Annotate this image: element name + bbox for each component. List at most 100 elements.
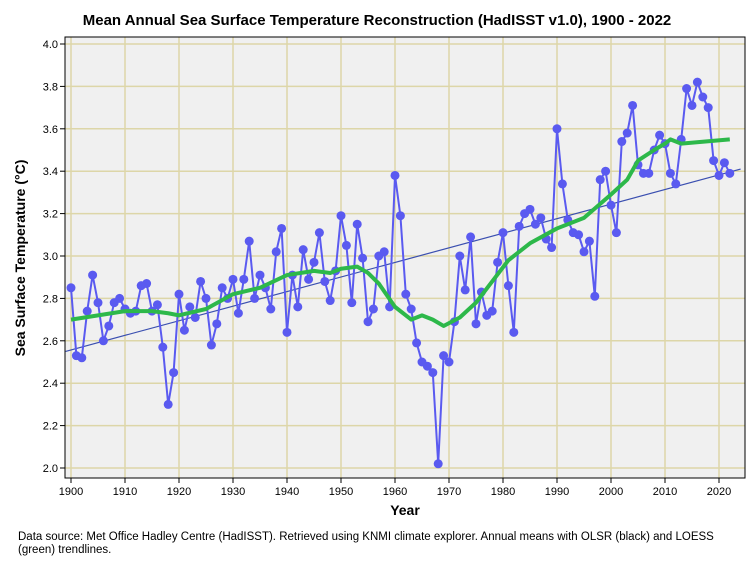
data-point xyxy=(304,274,314,284)
data-point xyxy=(514,221,524,231)
data-point xyxy=(174,289,184,299)
data-point xyxy=(158,342,168,352)
data-point xyxy=(66,283,76,293)
data-point xyxy=(439,351,449,361)
x-tick-label: 2020 xyxy=(707,486,731,498)
data-point xyxy=(595,175,605,185)
data-point xyxy=(190,312,200,322)
data-point xyxy=(466,232,476,242)
data-point xyxy=(277,223,287,233)
data-point xyxy=(298,245,308,255)
y-tick-label: 4.0 xyxy=(43,39,58,51)
data-point xyxy=(363,317,373,327)
x-axis-label: Year xyxy=(390,502,420,518)
data-point xyxy=(606,200,616,210)
data-point xyxy=(552,124,562,134)
data-point xyxy=(314,228,324,238)
data-point xyxy=(104,321,114,331)
data-point xyxy=(455,251,465,261)
data-point xyxy=(282,327,292,337)
data-point xyxy=(163,399,173,409)
data-point xyxy=(574,230,584,240)
data-point xyxy=(352,219,362,229)
y-tick-label: 3.2 xyxy=(43,209,58,221)
y-tick-label: 3.0 xyxy=(43,251,58,263)
data-point xyxy=(536,213,546,223)
data-point xyxy=(379,247,389,257)
data-point xyxy=(471,319,481,329)
data-point xyxy=(665,168,675,178)
data-point xyxy=(82,306,92,316)
x-tick-label: 1980 xyxy=(491,486,515,498)
data-point xyxy=(671,179,681,189)
data-point xyxy=(547,243,557,253)
data-point xyxy=(401,289,411,299)
data-point xyxy=(395,211,405,221)
data-point xyxy=(422,361,432,371)
y-tick-label: 2.6 xyxy=(43,336,58,348)
data-point xyxy=(714,170,724,180)
data-point xyxy=(525,204,535,214)
data-point xyxy=(460,285,470,295)
data-point xyxy=(325,296,335,306)
x-tick-label: 1990 xyxy=(545,486,569,498)
data-point xyxy=(530,219,540,229)
data-point xyxy=(487,306,497,316)
x-tick-label: 1930 xyxy=(221,486,245,498)
data-point xyxy=(93,298,103,308)
data-point xyxy=(655,130,665,140)
data-point xyxy=(336,211,346,221)
data-point xyxy=(644,168,654,178)
data-point xyxy=(611,228,621,238)
data-point xyxy=(217,283,227,293)
data-point xyxy=(687,100,697,110)
y-tick-label: 2.0 xyxy=(43,463,58,475)
x-tick-label: 2010 xyxy=(653,486,677,498)
data-point xyxy=(212,319,222,329)
data-point xyxy=(185,302,195,312)
data-point xyxy=(368,304,378,314)
data-point xyxy=(309,257,319,267)
data-point xyxy=(498,228,508,238)
data-point xyxy=(698,92,708,102)
x-tick-label: 1920 xyxy=(167,486,191,498)
data-point xyxy=(250,293,260,303)
data-point xyxy=(233,308,243,318)
data-point xyxy=(293,302,303,312)
plot-frame xyxy=(64,36,746,479)
y-tick-label: 2.8 xyxy=(43,293,58,305)
data-point xyxy=(228,274,238,284)
data-point xyxy=(622,128,632,138)
data-point xyxy=(433,459,443,469)
x-tick-label: 1910 xyxy=(113,486,137,498)
data-point xyxy=(98,336,108,346)
data-point xyxy=(77,353,87,363)
data-point xyxy=(152,300,162,310)
data-point xyxy=(601,166,611,176)
data-point xyxy=(428,368,438,378)
data-point xyxy=(201,293,211,303)
y-tick-label: 2.4 xyxy=(43,378,58,390)
plot-area xyxy=(65,37,745,478)
x-tick-label: 1950 xyxy=(329,486,353,498)
y-tick-label: 3.6 xyxy=(43,124,58,136)
data-point xyxy=(358,253,368,263)
data-point xyxy=(142,279,152,289)
loess-trendline xyxy=(70,137,730,328)
y-tick-label: 3.4 xyxy=(43,166,58,178)
data-point xyxy=(628,100,638,110)
data-point xyxy=(239,274,249,284)
data-point xyxy=(692,77,702,87)
data-point xyxy=(617,137,627,147)
data-point xyxy=(179,325,189,335)
data-point xyxy=(682,84,692,94)
chart-title: Mean Annual Sea Surface Temperature Reco… xyxy=(82,12,672,29)
data-point xyxy=(255,270,265,280)
data-point xyxy=(412,338,422,348)
data-point xyxy=(703,103,713,113)
x-tick-label: 1900 xyxy=(59,486,83,498)
x-tick-label: 2000 xyxy=(599,486,623,498)
y-tick-label: 3.8 xyxy=(43,81,58,93)
data-point xyxy=(509,327,519,337)
